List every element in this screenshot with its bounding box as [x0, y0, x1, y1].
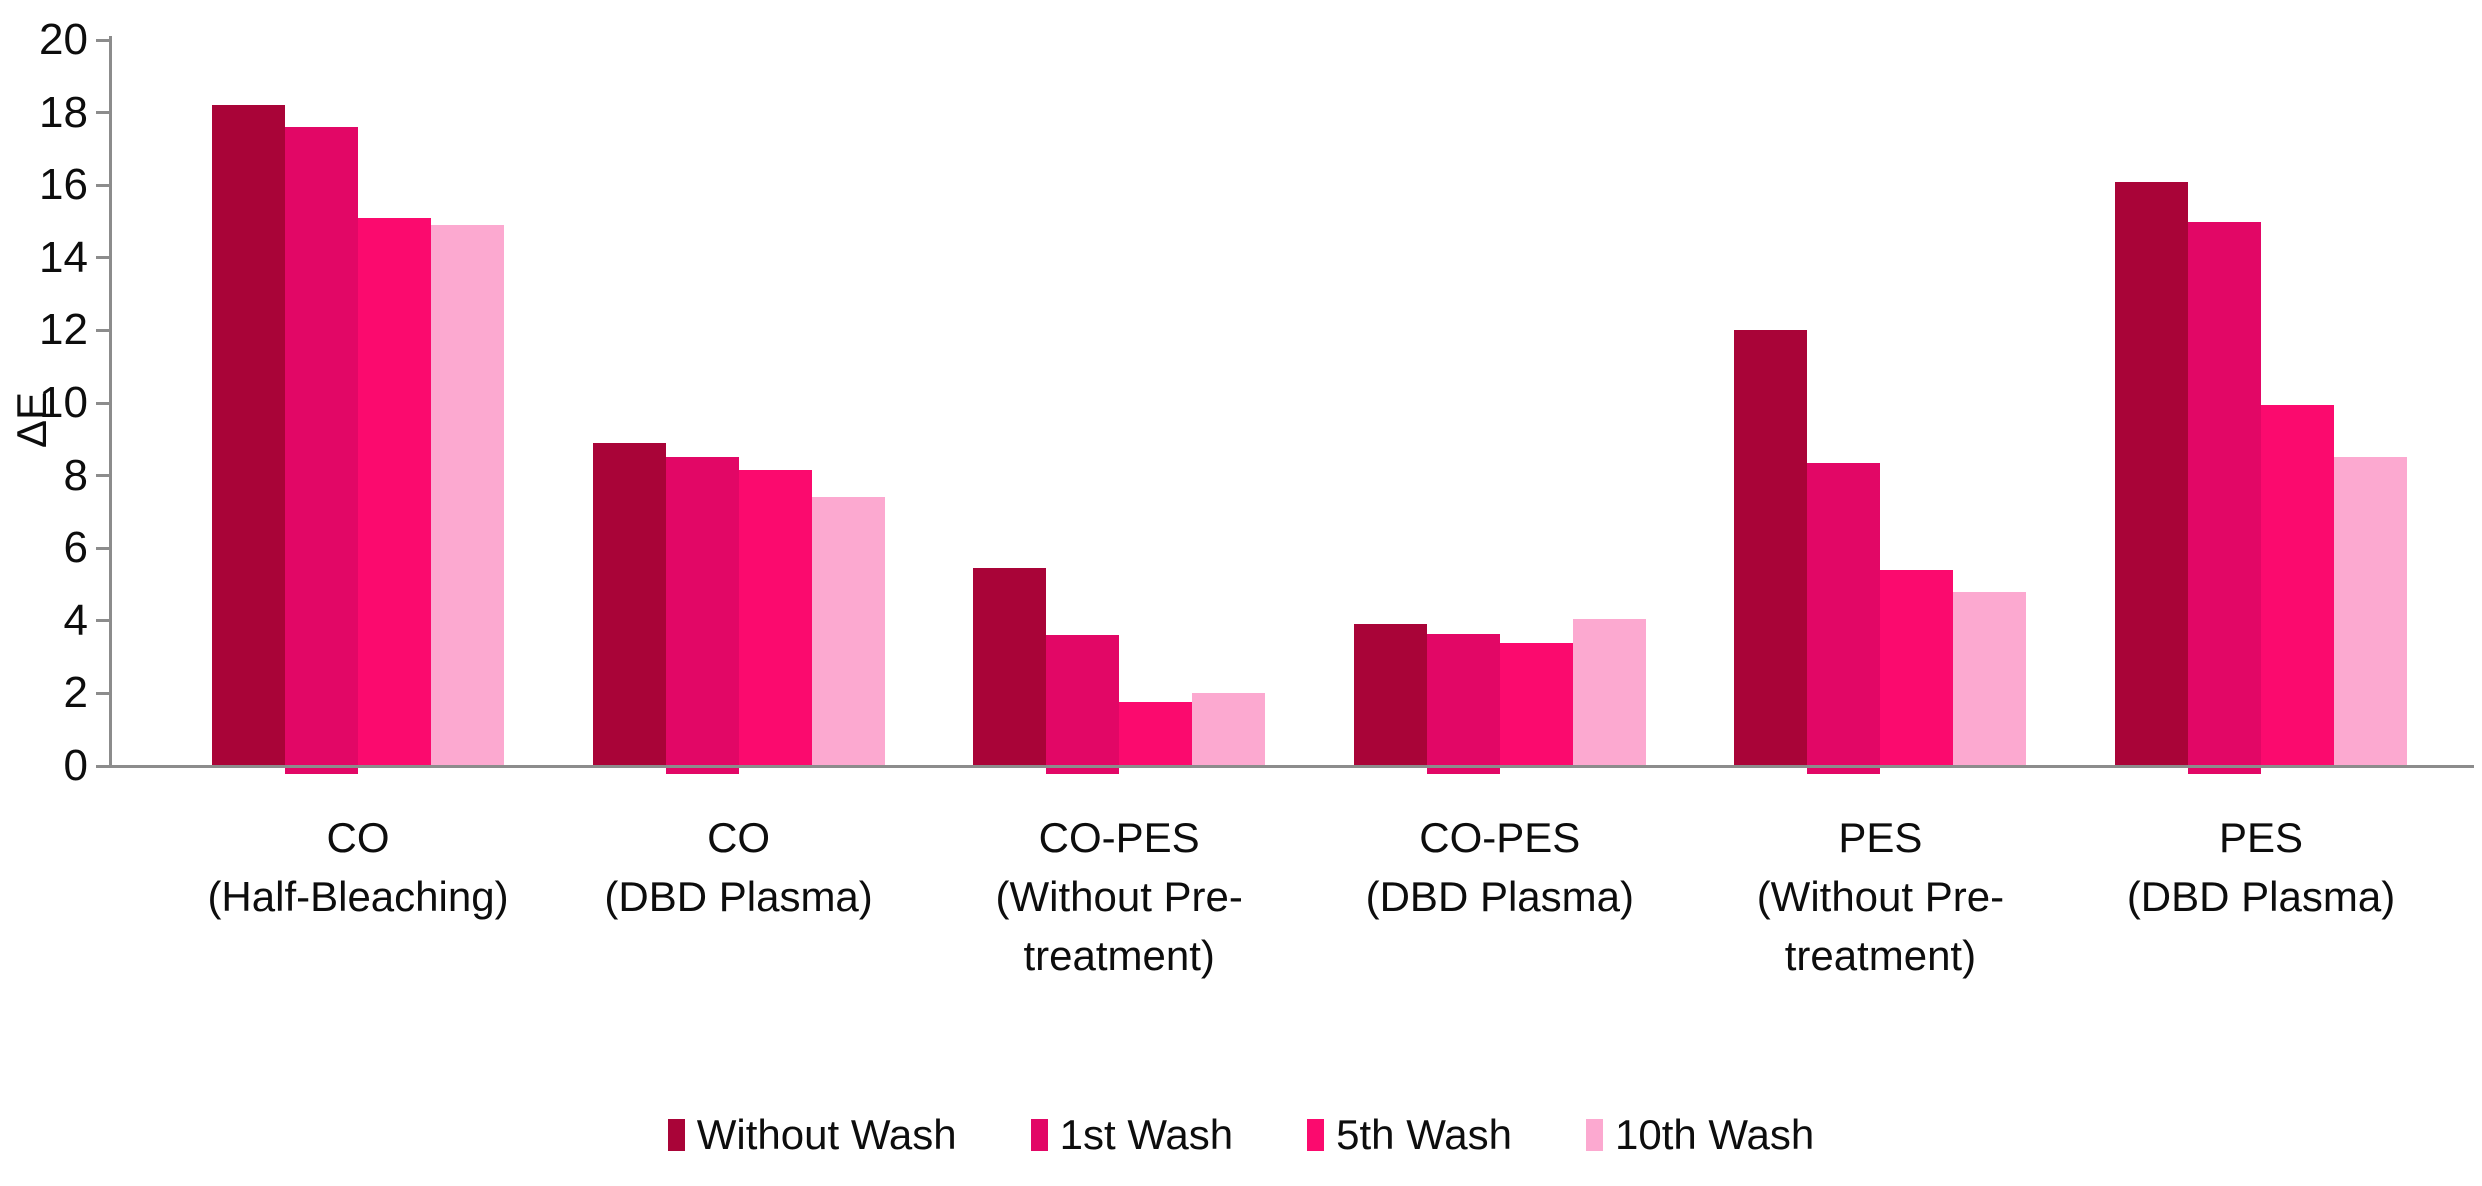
x-axis-label-line: treatment): [1023, 932, 1215, 979]
y-tick-mark: [96, 328, 110, 332]
legend-item: 1st Wash: [1030, 1111, 1234, 1158]
bar-5th-wash: [1119, 702, 1193, 766]
bar-without-wash: [973, 568, 1047, 766]
bar-5th-wash: [738, 470, 812, 766]
bar-without-wash: [212, 105, 285, 766]
legend-label: 5th Wash: [1336, 1111, 1512, 1158]
y-tick-label: 4: [63, 595, 88, 645]
bar-10th-wash: [1192, 693, 1266, 766]
x-axis-label-line: PES: [2218, 814, 2304, 861]
y-tick-label: 2: [63, 668, 88, 718]
x-axis-label-line: (Half-Bleaching): [207, 873, 509, 920]
bar-10th-wash: [811, 497, 885, 766]
x-axis-label-line: CO: [326, 814, 390, 861]
bar-without-wash: [1353, 624, 1427, 766]
y-tick-label: 16: [39, 160, 88, 210]
y-tick-mark: [96, 256, 110, 260]
x-axis-label: PES (DBD Plasma): [2081, 808, 2441, 926]
bar-1st-wash: [285, 127, 358, 774]
y-tick-mark: [96, 619, 110, 623]
bar-1st-wash: [2188, 221, 2261, 774]
x-axis-label-line: PES: [1838, 814, 1923, 861]
bar-10th-wash: [1953, 591, 2027, 766]
x-axis-label: CO-PES (Without Pre-treatment): [939, 808, 1299, 985]
y-axis-line: [108, 36, 112, 768]
y-tick-label: 10: [39, 378, 88, 427]
y-tick-label: 6: [63, 523, 88, 573]
bar-5th-wash: [1880, 569, 1954, 766]
bar-5th-wash: [2261, 404, 2334, 766]
y-tick-mark: [96, 401, 110, 405]
x-axis-label-line: (DBD Plasma): [604, 873, 873, 920]
bar-without-wash: [592, 442, 666, 766]
bar-10th-wash: [431, 225, 504, 766]
y-tick-mark: [96, 474, 110, 478]
y-tick-label: 14: [39, 232, 88, 282]
bar-1st-wash: [665, 457, 739, 774]
y-tick-label: 12: [39, 305, 88, 355]
y-tick-label: 20: [39, 15, 88, 64]
bar-1st-wash: [1807, 462, 1881, 774]
x-axis-label-line: CO-PES: [1038, 814, 1200, 861]
bar-without-wash: [2115, 181, 2188, 766]
x-axis-label-line: (DBD Plasma): [1365, 873, 1634, 920]
y-tick-mark: [96, 691, 110, 695]
y-tick-mark: [96, 183, 110, 187]
legend: Without Wash 1st Wash 5th Wash 10th Wash: [0, 1100, 2482, 1170]
y-tick-mark: [96, 111, 110, 115]
y-tick-mark: [96, 764, 110, 768]
x-axis-label-line: (Without Pre-: [1756, 873, 2005, 920]
x-axis-label-line: treatment): [1784, 932, 1977, 979]
y-tick-label: 8: [63, 450, 88, 500]
legend-swatch: [667, 1119, 685, 1151]
y-tick-mark: [96, 38, 110, 42]
legend-label: 1st Wash: [1059, 1111, 1234, 1158]
legend-swatch: [1307, 1119, 1325, 1151]
legend-item: 5th Wash: [1307, 1112, 1512, 1158]
legend-item: Without Wash: [667, 1111, 957, 1158]
x-axis-label: CO (Half-Bleaching): [178, 808, 538, 926]
bar-1st-wash: [1426, 633, 1500, 774]
bar-5th-wash: [1499, 642, 1573, 766]
legend-swatch: [1586, 1119, 1603, 1151]
y-tick-label: 0: [63, 741, 88, 790]
y-tick-mark: [96, 546, 110, 550]
legend-swatch: [1030, 1119, 1048, 1151]
legend-label: Without Wash: [696, 1111, 957, 1158]
x-axis-label: PES (Without Pre-treatment): [1700, 808, 2060, 985]
bar-without-wash: [1734, 330, 1808, 766]
x-axis-label-line: CO-PES: [1419, 814, 1581, 861]
legend-item: 10th Wash: [1586, 1112, 1814, 1158]
x-axis-label-line: (Without Pre-: [995, 873, 1243, 920]
x-axis-label-line: (DBD Plasma): [2126, 873, 2396, 920]
x-axis-label: CO-PES (DBD Plasma): [1320, 808, 1680, 926]
x-axis-label-line: CO: [707, 814, 771, 861]
bar-10th-wash: [2334, 457, 2407, 766]
legend-label: 10th Wash: [1615, 1111, 1815, 1158]
y-tick-label: 18: [39, 87, 88, 137]
bar-5th-wash: [358, 217, 431, 766]
bar-10th-wash: [1572, 618, 1646, 766]
bar-1st-wash: [1046, 635, 1120, 774]
x-axis-line: [110, 764, 2474, 768]
x-axis-label: CO (DBD Plasma): [559, 808, 919, 926]
